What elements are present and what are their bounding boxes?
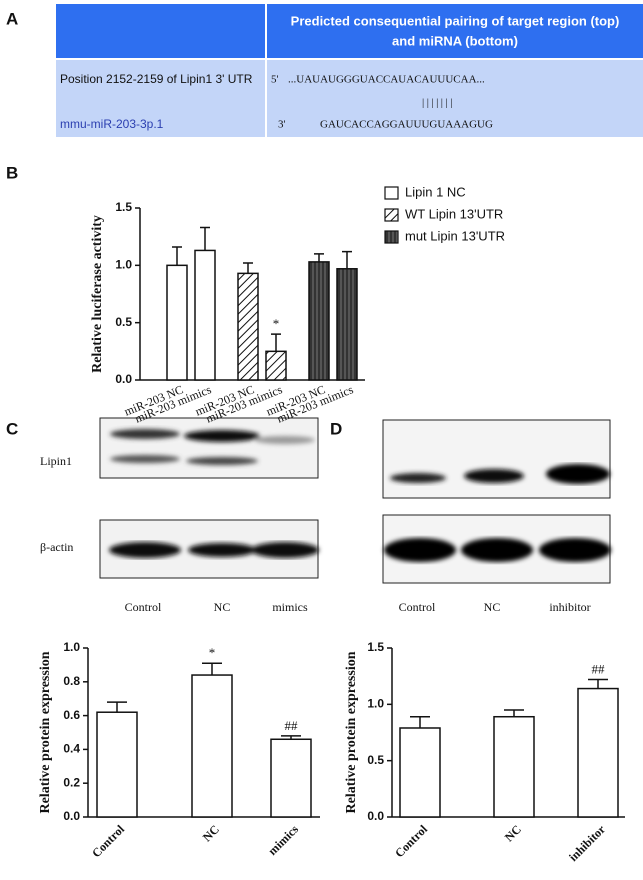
table-header-cell: [267, 4, 643, 58]
y-tick-label: 1.5: [115, 200, 132, 214]
error-bar: [243, 262, 253, 274]
table-cell-text: mmu-miR-203-3p.1: [60, 117, 164, 131]
x-tick-label: inhibitor: [566, 822, 608, 864]
error-bar: [410, 715, 430, 728]
pairing: |||||||: [422, 97, 455, 109]
error-bar: [588, 678, 608, 689]
y-axis-label: Relative protein expression: [344, 651, 359, 813]
error-bar: [504, 709, 524, 717]
prime-label: 3': [278, 119, 286, 131]
blot-row-label: β-actin: [40, 540, 73, 554]
bar: [265, 350, 287, 381]
x-tick-label: NC: [200, 822, 222, 844]
error-bar: [202, 662, 222, 676]
legend-swatch: [384, 230, 399, 244]
x-tick-label: mimics: [265, 822, 301, 858]
bar: [96, 711, 138, 818]
lane-label: Control: [125, 600, 162, 614]
prime-label: 5': [271, 74, 279, 86]
blot-bands: [384, 538, 611, 562]
y-tick-label: 0.0: [367, 809, 384, 823]
blot-frame: [99, 417, 319, 479]
legend-label: mut Lipin 13'UTR: [405, 228, 505, 243]
bar: [308, 261, 330, 381]
lane-label: inhibitor: [549, 600, 590, 614]
y-tick-label: 0.8: [63, 674, 80, 688]
table-cell-text: Position 2152-2159 of Lipin1 3' UTR: [60, 72, 253, 86]
y-tick-label: 0.4: [63, 742, 80, 756]
legend-label: WT Lipin 13'UTR: [405, 206, 503, 221]
table-header-cell: [56, 4, 265, 58]
lane-label: NC: [214, 600, 231, 614]
bar: [336, 268, 358, 381]
lane-label: NC: [484, 600, 501, 614]
error-bar: [107, 701, 127, 713]
blot-bands: [390, 464, 610, 484]
panel-label: D: [330, 419, 342, 438]
bar: [270, 738, 312, 818]
lane-label: Control: [399, 600, 436, 614]
y-tick-label: 0.0: [115, 372, 132, 386]
x-tick-label: Control: [392, 822, 430, 860]
blot-bands: [109, 542, 319, 558]
x-tick-label: NC: [502, 822, 524, 844]
y-tick-label: 1.0: [367, 697, 384, 711]
annotation: *: [209, 645, 216, 660]
panel-label: B: [6, 163, 18, 182]
table-cell: [267, 60, 643, 137]
bar: [191, 674, 233, 818]
panel-label: C: [6, 419, 18, 438]
y-axis-label: Relative protein expression: [38, 651, 53, 813]
y-tick-label: 0.6: [63, 708, 80, 722]
sequence: ...UAUAUGGGUACCAUACAUUUCAA...: [288, 74, 485, 86]
legend-swatch: [384, 208, 399, 222]
error-bar: [281, 735, 301, 740]
y-tick-label: 1.0: [115, 258, 132, 272]
error-bar: [271, 333, 281, 352]
bar: [493, 715, 535, 818]
annotation: *: [273, 316, 280, 331]
bar: [166, 264, 188, 381]
error-bar: [342, 250, 352, 269]
bar: [577, 687, 619, 818]
y-axis-label: Relative luciferase activity: [90, 215, 105, 373]
blot-frame: [382, 419, 611, 499]
y-tick-label: 0.0: [63, 809, 80, 823]
y-tick-label: 1.5: [367, 640, 384, 654]
y-tick-label: 0.5: [115, 315, 132, 329]
error-bar: [200, 226, 210, 251]
table-header: and miRNA (bottom): [392, 33, 518, 48]
error-bar: [314, 253, 324, 262]
lane-label: mimics: [272, 600, 308, 614]
blot-bands: [110, 429, 315, 465]
bar: [194, 249, 216, 381]
y-tick-label: 0.5: [367, 753, 384, 767]
annotation: ##: [592, 662, 606, 677]
blot-row-label: Lipin1: [40, 454, 72, 468]
table-header: Predicted consequential pairing of targe…: [291, 13, 620, 28]
annotation: ##: [285, 718, 299, 733]
y-tick-label: 1.0: [63, 640, 80, 654]
panel-label: A: [6, 9, 18, 28]
table-cell: [56, 60, 265, 137]
bar: [237, 272, 259, 381]
error-bar: [172, 246, 182, 266]
bar: [399, 727, 441, 818]
y-tick-label: 0.2: [63, 775, 80, 789]
legend-label: Lipin 1 NC: [405, 184, 466, 199]
sequence: GAUCACCAGGAUUUGUAAAGUG: [320, 119, 493, 131]
legend-swatch: [384, 186, 399, 200]
x-tick-label: Control: [89, 822, 127, 860]
